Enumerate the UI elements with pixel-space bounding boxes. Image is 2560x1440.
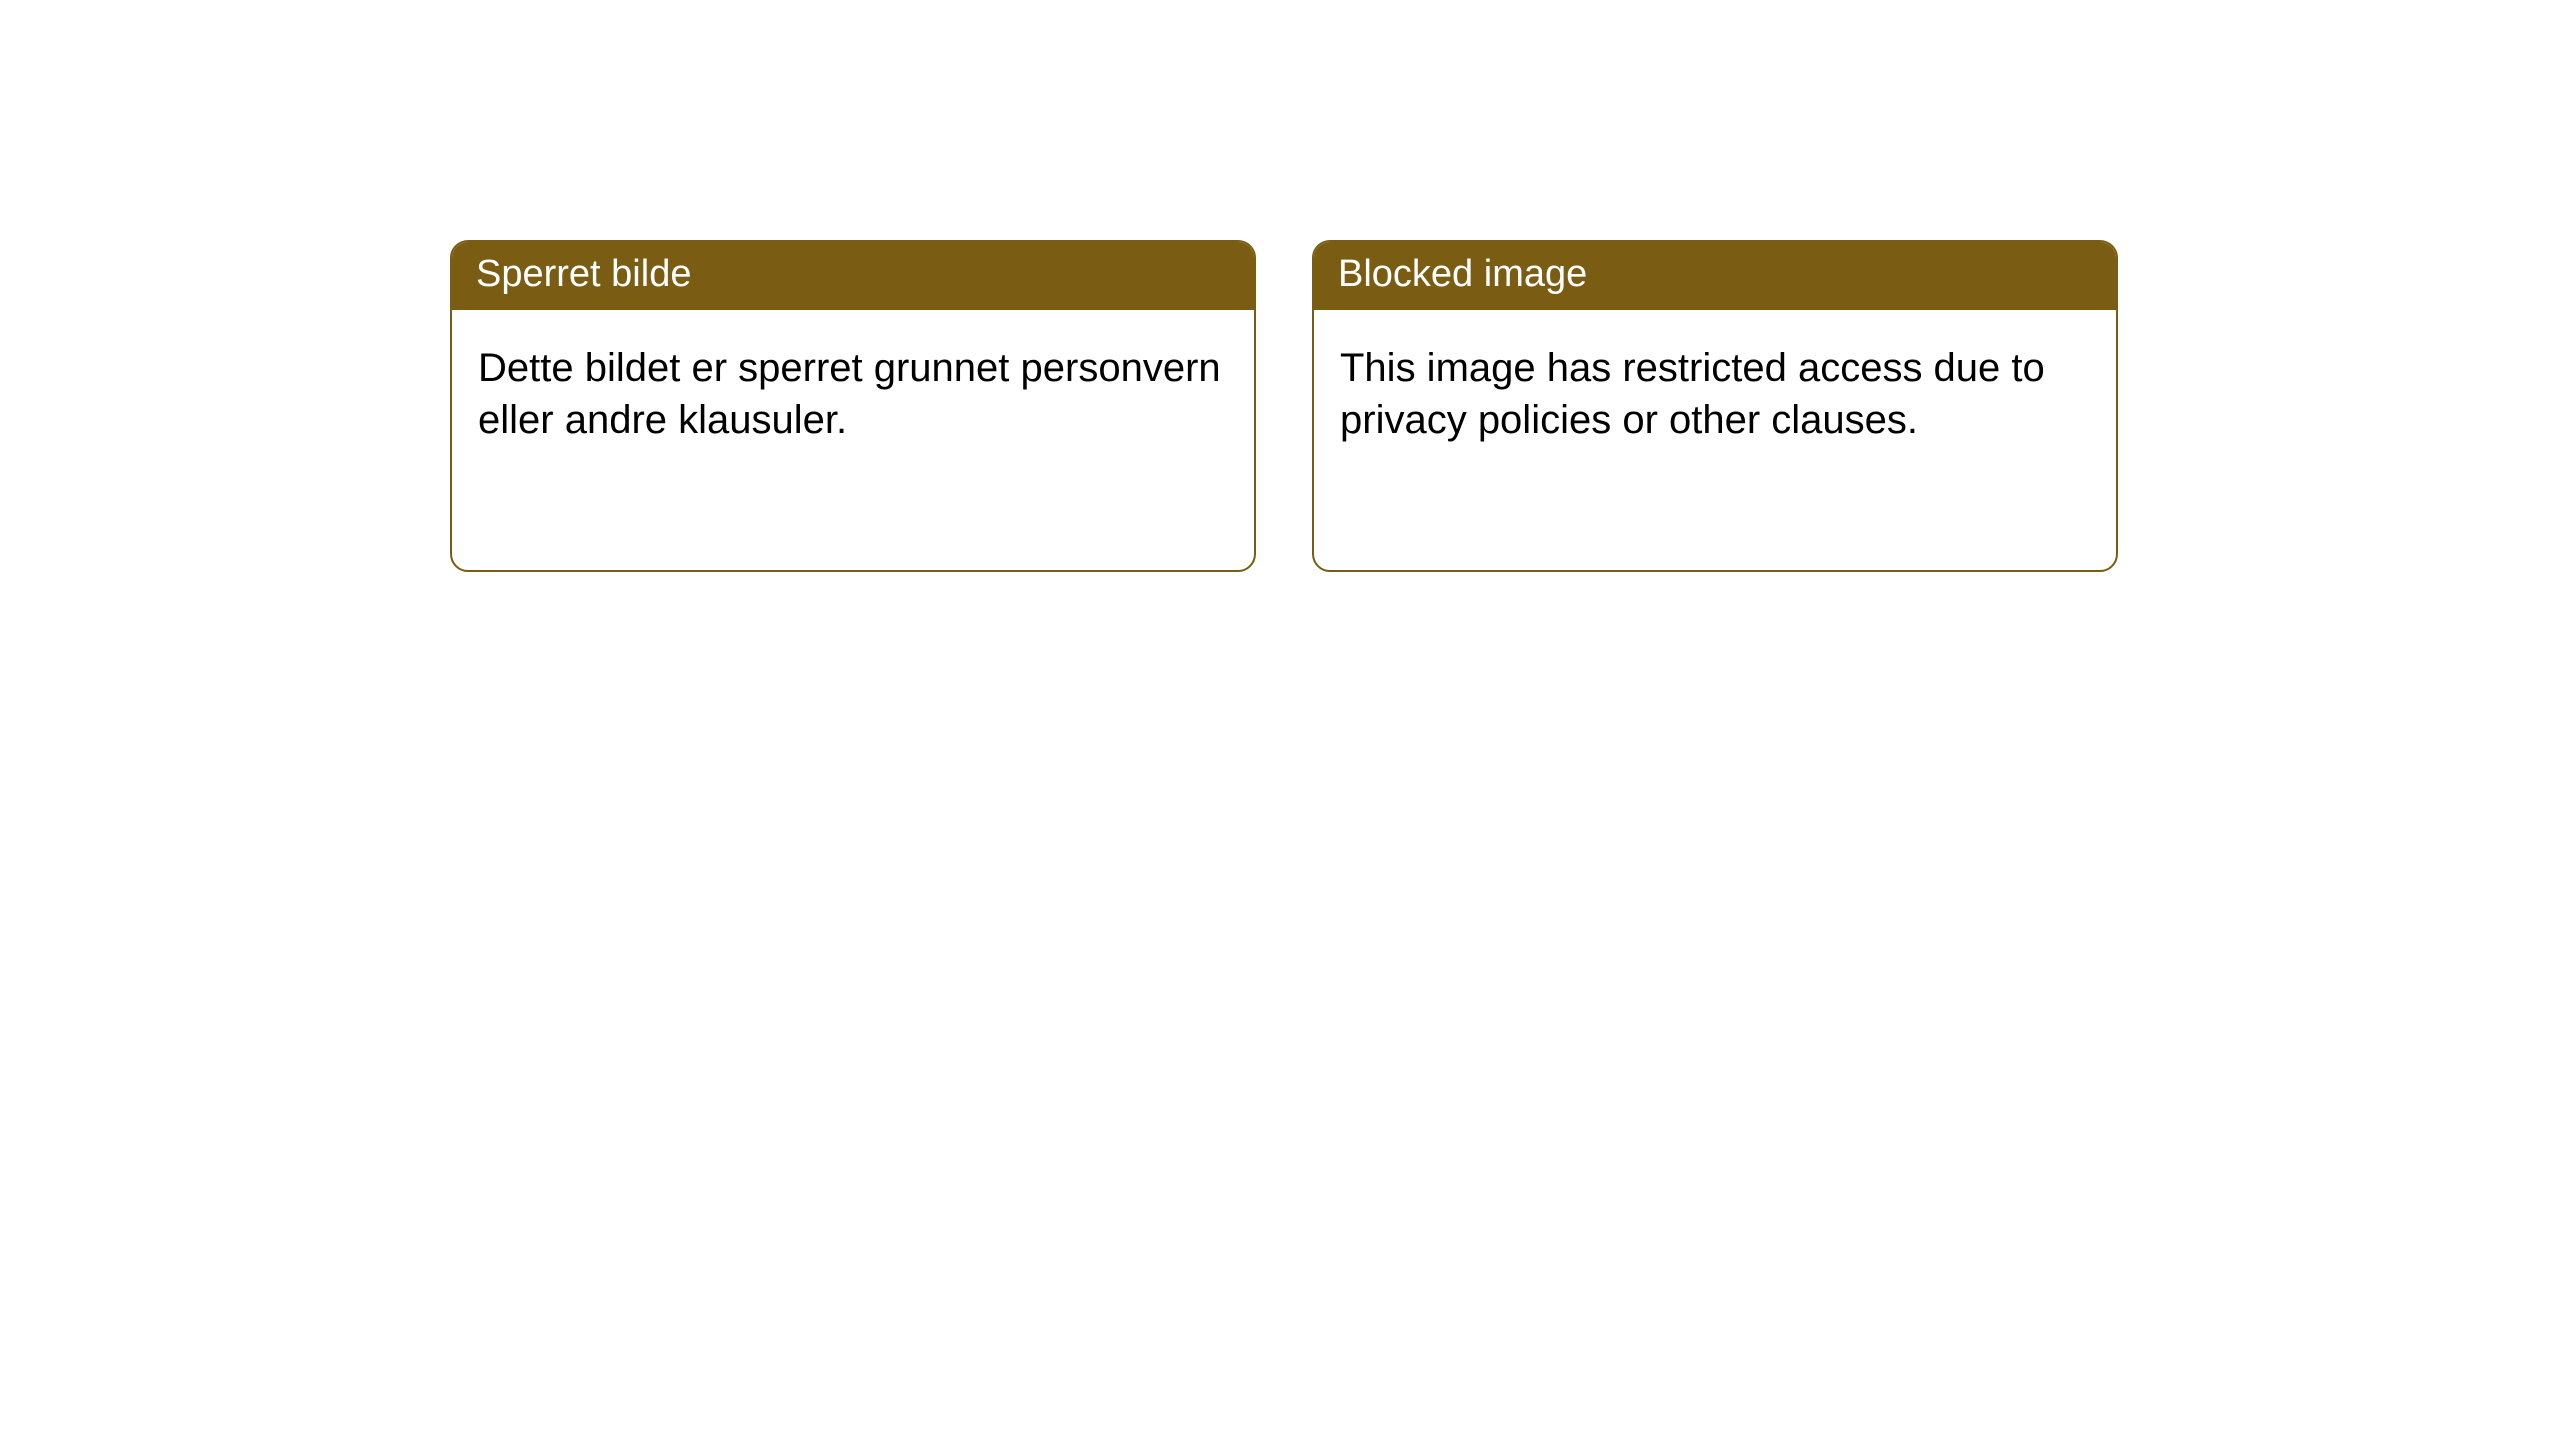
notice-header: Blocked image — [1314, 242, 2116, 310]
notice-body: Dette bildet er sperret grunnet personve… — [452, 310, 1254, 480]
notice-card-english: Blocked image This image has restricted … — [1312, 240, 2118, 572]
notice-container: Sperret bilde Dette bildet er sperret gr… — [0, 0, 2560, 572]
notice-header: Sperret bilde — [452, 242, 1254, 310]
notice-body: This image has restricted access due to … — [1314, 310, 2116, 480]
notice-card-norwegian: Sperret bilde Dette bildet er sperret gr… — [450, 240, 1256, 572]
